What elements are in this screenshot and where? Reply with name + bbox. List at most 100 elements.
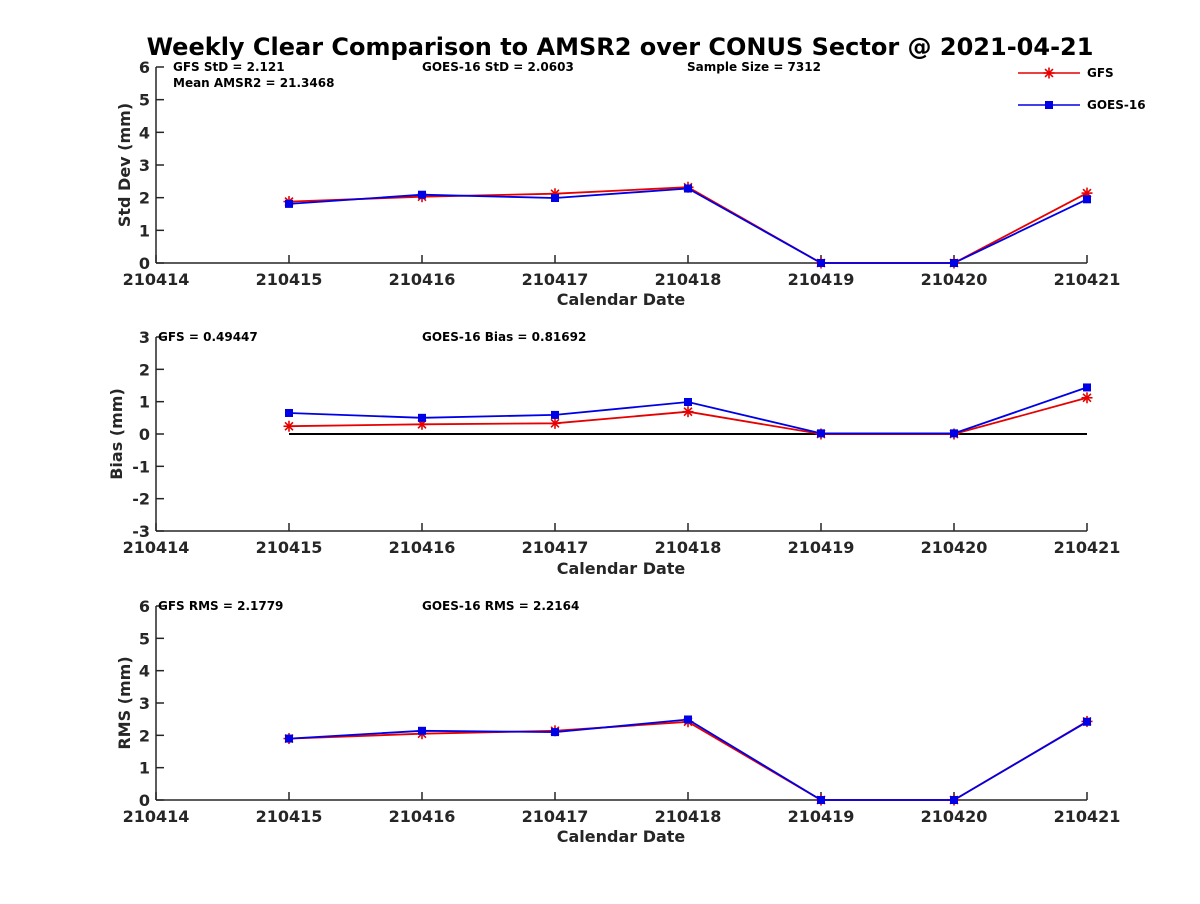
bias-y-tick-label: -1 bbox=[132, 457, 150, 476]
legend-goes16-label: GOES-16 bbox=[1087, 98, 1146, 112]
rms-x-tick-label: 210416 bbox=[389, 807, 456, 826]
bias-goes16-data-point bbox=[285, 408, 293, 417]
rms-x-tick-label: 210420 bbox=[921, 807, 988, 826]
rms-goes16-data-point bbox=[551, 728, 559, 737]
rms-goes16-series-line bbox=[288, 718, 1088, 801]
rms-x-axis-label: Calendar Date bbox=[557, 827, 686, 846]
bias-goes16-data-point bbox=[418, 413, 426, 422]
rms-x-tick-label: 210415 bbox=[256, 807, 323, 826]
mean-amsr2-annotation: Mean AMSR2 = 21.3468 bbox=[173, 76, 334, 90]
bias-x-tick-label: 210416 bbox=[389, 538, 456, 557]
rms-x-tick-label: 210414 bbox=[123, 807, 190, 826]
bias-y-tick-label: 0 bbox=[139, 425, 150, 444]
rms-goes16-data-point bbox=[950, 796, 958, 804]
gfs-rms-annotation: GFS RMS = 2.1779 bbox=[158, 599, 283, 613]
stddev-x-tick-label: 210414 bbox=[123, 270, 190, 289]
stddev-x-tick-label: 210418 bbox=[655, 270, 722, 289]
bias-x-axis-label: Calendar Date bbox=[557, 559, 686, 578]
bias-x-tick-label: 210420 bbox=[921, 538, 988, 557]
rms-y-tick-label: 1 bbox=[139, 759, 150, 778]
stddev-panel: 0 1 2 3 4 5 6 210414 210415 210416 210417 210418 210… bbox=[115, 58, 1120, 309]
legend-gfs-label: GFS bbox=[1087, 66, 1114, 80]
goes16-bias-annotation: GOES-16 Bias = 0.81692 bbox=[422, 330, 586, 344]
rms-y-tick-label: 3 bbox=[139, 694, 150, 713]
gfs-bias-annotation: GFS = 0.49447 bbox=[158, 330, 258, 344]
goes16-rms-annotation: GOES-16 RMS = 2.2164 bbox=[422, 599, 579, 613]
goes16-std-annotation: GOES-16 StD = 2.0603 bbox=[422, 60, 574, 74]
bias-x-tick-label: 210414 bbox=[123, 538, 190, 557]
rms-goes16-data-point bbox=[817, 796, 825, 804]
rms-y-tick-label: 4 bbox=[139, 662, 150, 681]
rms-y-tick-label: 6 bbox=[139, 597, 150, 616]
bias-y-tick-label: 3 bbox=[139, 328, 150, 347]
bias-x-tick-label: 210418 bbox=[655, 538, 722, 557]
rms-goes16-data-point bbox=[1083, 717, 1091, 726]
bias-goes16-data-point bbox=[684, 397, 692, 406]
bias-gfs-data-point bbox=[682, 406, 694, 418]
stddev-goes16-data-point bbox=[950, 259, 958, 267]
rms-goes16-data-point bbox=[418, 726, 426, 735]
stddev-x-axis-label: Calendar Date bbox=[557, 290, 686, 309]
legend-goes16-marker-glyph bbox=[1045, 101, 1053, 109]
legend-gfs-marker-glyph bbox=[1043, 67, 1055, 79]
stddev-x-tick-label: 210419 bbox=[788, 270, 855, 289]
rms-goes16-data-point bbox=[684, 715, 692, 724]
stddev-goes16-data-point bbox=[1083, 195, 1091, 204]
stddev-x-tick-label: 210415 bbox=[256, 270, 323, 289]
bias-panel: -3 -2 -1 0 1 2 3 210414 210415 210416 210417 210418… bbox=[107, 328, 1120, 578]
bias-x-tick-label: 210415 bbox=[256, 538, 323, 557]
stddev-goes16-data-point bbox=[684, 184, 692, 193]
stddev-y-tick-label: 3 bbox=[139, 156, 150, 175]
rms-x-tick-label: 210417 bbox=[522, 807, 589, 826]
stddev-goes16-data-point bbox=[285, 199, 293, 208]
bias-y-axis-label: Bias (mm) bbox=[107, 388, 126, 480]
bias-y-tick-label: 2 bbox=[139, 360, 150, 379]
rms-panel: 0 1 2 3 4 5 6 210414 210415 210416 210417 210418 210… bbox=[115, 597, 1120, 846]
stddev-x-tick-label: 210416 bbox=[389, 270, 456, 289]
stddev-goes16-series-line bbox=[288, 187, 1088, 264]
stddev-y-tick-label: 0 bbox=[139, 254, 150, 273]
legend-gfs-marker bbox=[1043, 67, 1055, 79]
stddev-y-tick-label: 5 bbox=[139, 91, 150, 110]
rms-goes16-data-point bbox=[285, 734, 293, 743]
bias-goes16-data-point bbox=[817, 429, 825, 438]
bias-x-tick-label: 210417 bbox=[522, 538, 589, 557]
stddev-goes16-data-point bbox=[418, 190, 426, 199]
bias-goes16-data-point bbox=[1083, 383, 1091, 392]
legend-goes16-marker bbox=[1045, 101, 1053, 109]
rms-y-tick-label: 2 bbox=[139, 726, 150, 745]
gfs-std-annotation: GFS StD = 2.121 bbox=[173, 60, 285, 74]
stddev-goes16-data-point bbox=[551, 193, 559, 202]
rms-x-tick-label: 210419 bbox=[788, 807, 855, 826]
sample-size-annotation: Sample Size = 7312 bbox=[687, 60, 821, 74]
stddev-x-tick-label: 210421 bbox=[1054, 270, 1121, 289]
stddev-y-tick-label: 1 bbox=[139, 221, 150, 240]
bias-y-tick-label: 1 bbox=[139, 393, 150, 412]
bias-goes16-data-point bbox=[950, 429, 958, 438]
rms-gfs-series-line bbox=[288, 720, 1088, 801]
stddev-goes16-data-point bbox=[817, 259, 825, 267]
bias-y-tick-label: -3 bbox=[132, 522, 150, 541]
bias-gfs-data-point bbox=[1081, 392, 1093, 404]
stddev-y-axis-label: Std Dev (mm) bbox=[115, 103, 134, 227]
bias-goes16-data-point bbox=[551, 410, 559, 419]
rms-x-tick-label: 210418 bbox=[655, 807, 722, 826]
rms-x-tick-label: 210421 bbox=[1054, 807, 1121, 826]
rms-y-axis-label: RMS (mm) bbox=[115, 656, 134, 749]
stddev-y-tick-label: 6 bbox=[139, 58, 150, 77]
bias-gfs-data-point bbox=[283, 420, 295, 432]
bias-y-tick-label: -2 bbox=[132, 490, 150, 509]
stddev-x-tick-label: 210420 bbox=[921, 270, 988, 289]
bias-gfs-data-point bbox=[549, 417, 561, 429]
stddev-y-tick-label: 2 bbox=[139, 189, 150, 208]
legend: GFS GOES-16 bbox=[1018, 66, 1146, 112]
chart-title: Weekly Clear Comparison to AMSR2 over CO… bbox=[147, 33, 1094, 61]
stddev-gfs-series-line bbox=[288, 186, 1088, 264]
rms-y-tick-label: 5 bbox=[139, 629, 150, 648]
stddev-x-tick-label: 210417 bbox=[522, 270, 589, 289]
bias-x-tick-label: 210419 bbox=[788, 538, 855, 557]
stddev-y-tick-label: 4 bbox=[139, 123, 150, 142]
rms-y-tick-label: 0 bbox=[139, 791, 150, 810]
